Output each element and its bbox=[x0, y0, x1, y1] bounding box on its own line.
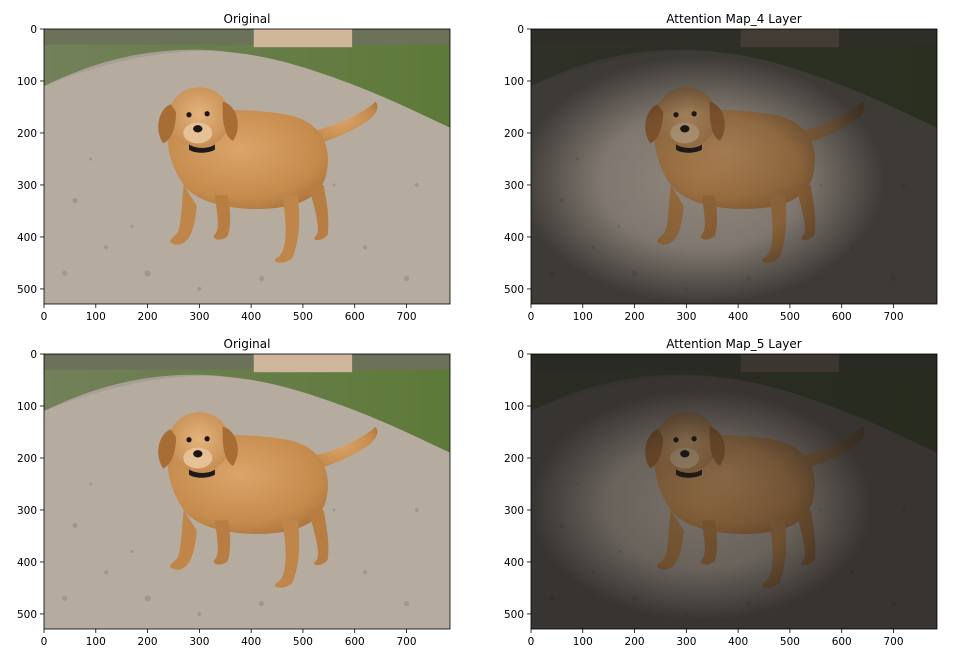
subplot-title: Attention Map_5 Layer bbox=[666, 337, 801, 351]
y-tick-label: 300 bbox=[504, 505, 524, 517]
axes-frame bbox=[43, 28, 451, 305]
y-tick-label: 200 bbox=[504, 453, 524, 465]
y-tick-label: 100 bbox=[504, 76, 524, 88]
y-tick-label: 0 bbox=[517, 24, 524, 36]
x-tick-label: 100 bbox=[86, 636, 106, 648]
x-tick-label: 600 bbox=[832, 311, 852, 323]
x-tick-label: 0 bbox=[41, 636, 48, 648]
x-tick-label: 400 bbox=[241, 636, 261, 648]
x-tick-label: 700 bbox=[883, 311, 903, 323]
y-tick-label: 400 bbox=[504, 557, 524, 569]
attention-overlay bbox=[531, 29, 937, 304]
axes-frame bbox=[530, 28, 938, 305]
attention-overlay bbox=[531, 354, 937, 629]
subplot-title: Original bbox=[224, 12, 271, 26]
subplot-1: Original 0 100 200 300 400 500 600 700 0 100 200 300… bbox=[17, 12, 451, 323]
y-tick-label: 100 bbox=[17, 76, 37, 88]
x-tick-label: 200 bbox=[625, 311, 645, 323]
x-tick-label: 500 bbox=[780, 636, 800, 648]
y-tick-label: 300 bbox=[17, 180, 37, 192]
y-tick-label: 300 bbox=[504, 180, 524, 192]
x-tick-label: 700 bbox=[396, 636, 416, 648]
x-tick-label: 200 bbox=[138, 636, 158, 648]
y-tick-label: 500 bbox=[504, 284, 524, 296]
golden-retriever-puppy-photo bbox=[44, 29, 450, 304]
subplot-title: Original bbox=[224, 337, 271, 351]
x-tick-label: 500 bbox=[780, 311, 800, 323]
y-tick-label: 0 bbox=[30, 349, 37, 361]
x-tick-label: 700 bbox=[396, 311, 416, 323]
y-tick-label: 100 bbox=[504, 401, 524, 413]
x-tick-label: 500 bbox=[293, 311, 313, 323]
x-tick-label: 100 bbox=[573, 636, 593, 648]
x-tick-label: 0 bbox=[41, 311, 48, 323]
x-tick-label: 200 bbox=[625, 636, 645, 648]
x-tick-label: 300 bbox=[676, 311, 696, 323]
subplot-title: Attention Map_4 Layer bbox=[666, 12, 801, 26]
y-tick-label: 400 bbox=[17, 232, 37, 244]
subplot-4: Attention Map_5 Layer 0 100 200 300 400 500 600… bbox=[504, 337, 938, 648]
x-tick-label: 0 bbox=[528, 311, 535, 323]
x-tick-label: 600 bbox=[832, 636, 852, 648]
subplot-2: Attention Map_4 Layer 0 100 200 300 400 500 600… bbox=[504, 12, 938, 323]
y-tick-label: 200 bbox=[17, 453, 37, 465]
y-tick-label: 0 bbox=[30, 24, 37, 36]
x-tick-label: 100 bbox=[86, 311, 106, 323]
x-tick-label: 400 bbox=[728, 636, 748, 648]
y-tick-label: 100 bbox=[17, 401, 37, 413]
x-tick-label: 400 bbox=[728, 311, 748, 323]
y-tick-label: 400 bbox=[504, 232, 524, 244]
y-tick-label: 400 bbox=[17, 557, 37, 569]
y-tick-label: 500 bbox=[504, 609, 524, 621]
x-tick-label: 400 bbox=[241, 311, 261, 323]
y-tick-label: 200 bbox=[504, 128, 524, 140]
x-tick-label: 300 bbox=[189, 311, 209, 323]
axes-frame bbox=[530, 353, 938, 630]
y-tick-label: 0 bbox=[517, 349, 524, 361]
x-tick-label: 200 bbox=[138, 311, 158, 323]
x-tick-label: 0 bbox=[528, 636, 535, 648]
axes-frame bbox=[43, 353, 451, 630]
x-tick-label: 500 bbox=[293, 636, 313, 648]
y-tick-label: 500 bbox=[17, 284, 37, 296]
x-tick-label: 600 bbox=[345, 636, 365, 648]
y-tick-label: 500 bbox=[17, 609, 37, 621]
subplot-3: Original 0 100 200 300 400 500 600 700 0 100 200 300… bbox=[17, 337, 451, 648]
x-tick-label: 300 bbox=[676, 636, 696, 648]
y-tick-label: 300 bbox=[17, 505, 37, 517]
x-tick-label: 100 bbox=[573, 311, 593, 323]
y-tick-label: 200 bbox=[17, 128, 37, 140]
x-tick-label: 600 bbox=[345, 311, 365, 323]
x-tick-label: 300 bbox=[189, 636, 209, 648]
golden-retriever-puppy-photo bbox=[44, 354, 450, 629]
x-tick-label: 700 bbox=[883, 636, 903, 648]
